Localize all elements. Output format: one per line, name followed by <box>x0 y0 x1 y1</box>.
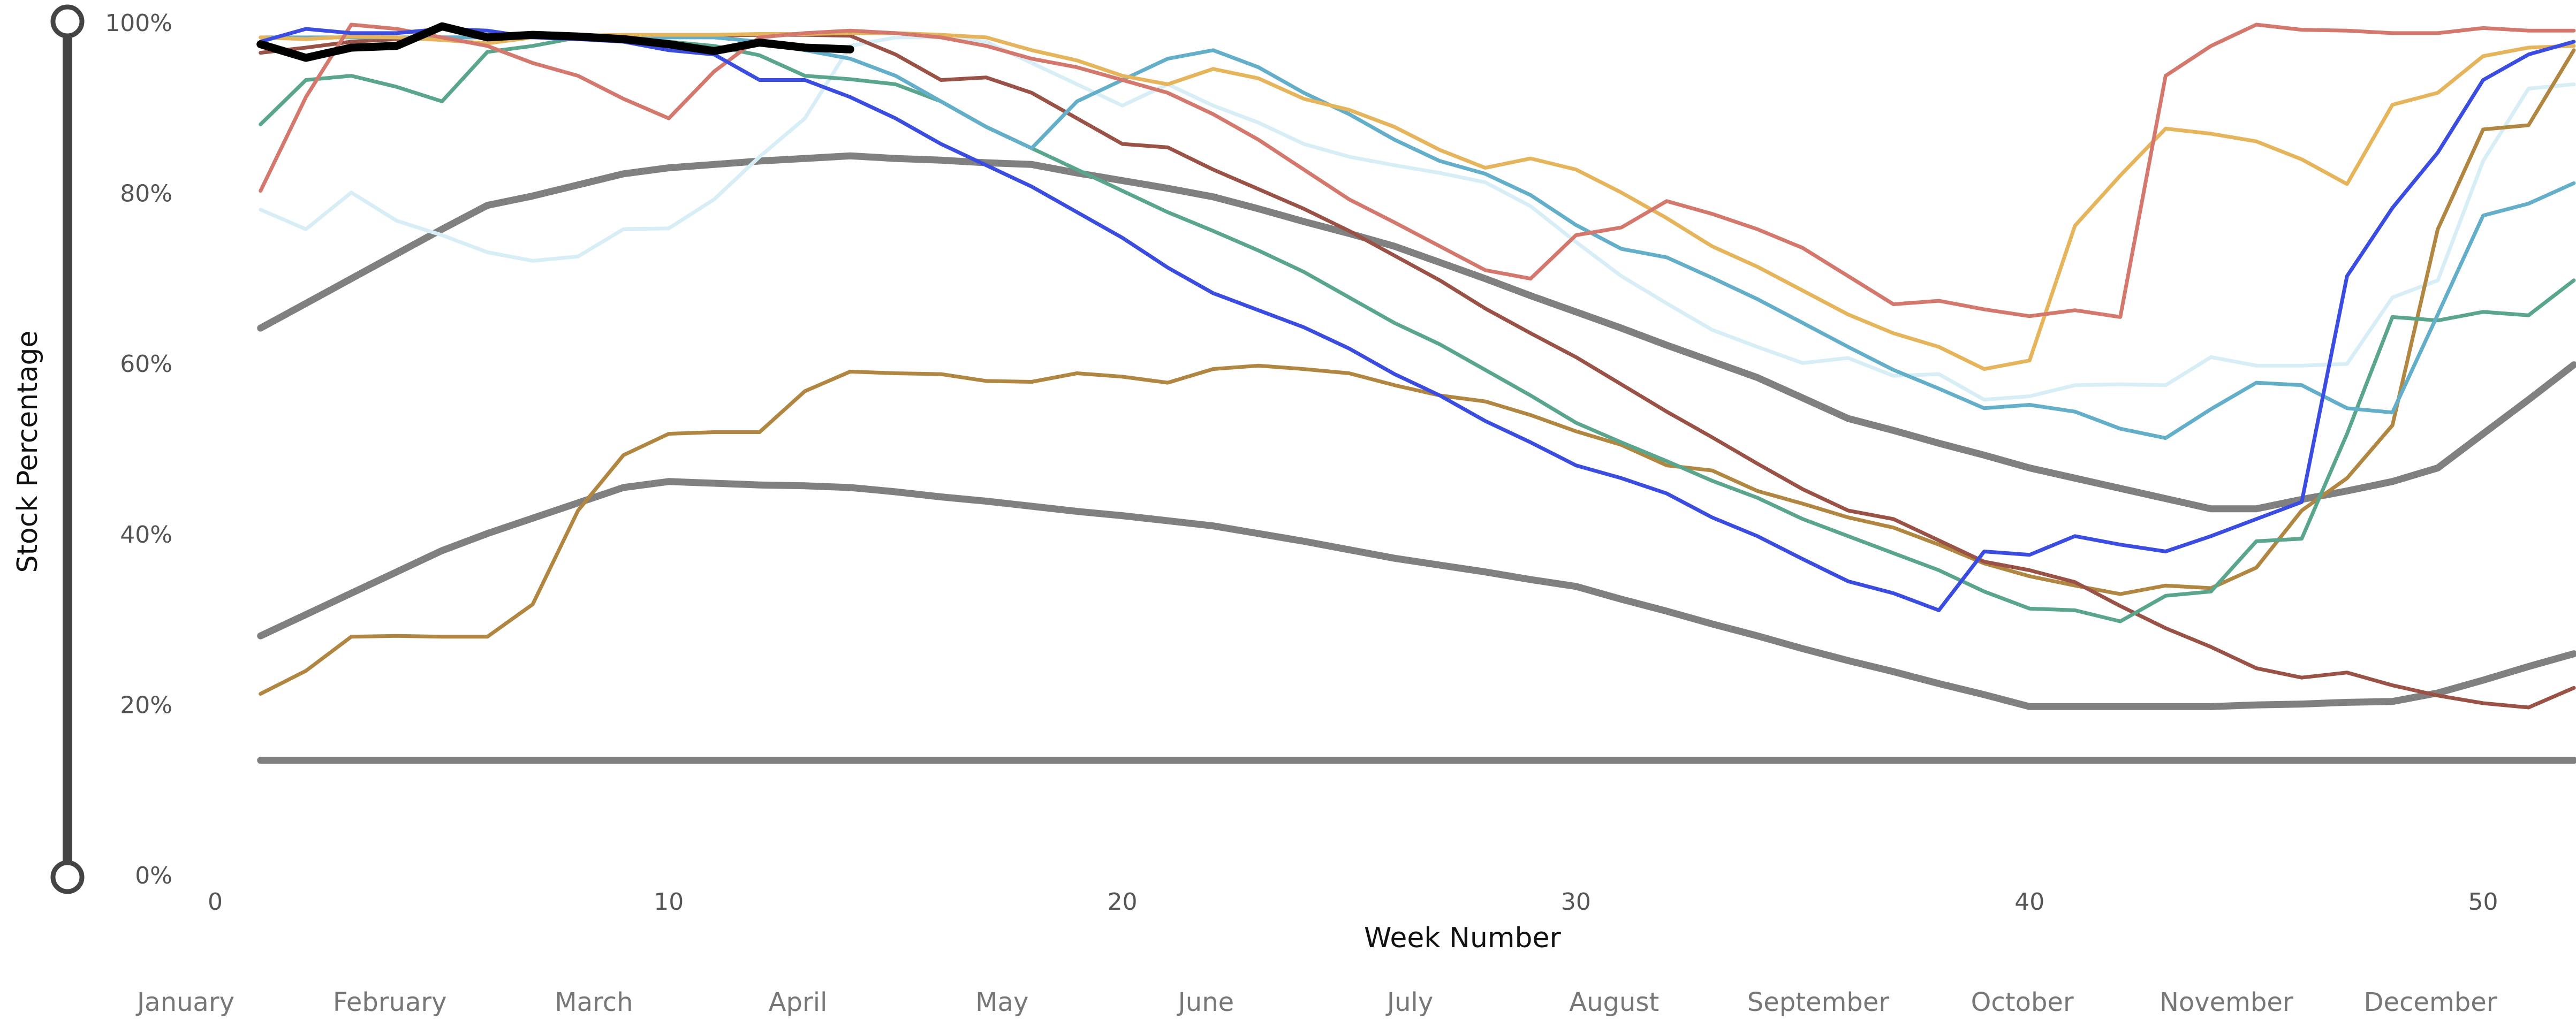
month-label: May <box>975 987 1028 1017</box>
month-label: November <box>2160 987 2293 1017</box>
slider-handle-top[interactable] <box>50 4 85 39</box>
month-label: April <box>769 987 828 1017</box>
x-tick-label: 10 <box>654 888 684 916</box>
month-label: August <box>1569 987 1659 1017</box>
y-tick-label: 80% <box>120 180 172 208</box>
series-line <box>259 35 2576 402</box>
month-label: June <box>1177 987 1234 1017</box>
y-tick-label: 100% <box>105 10 172 37</box>
series-line <box>259 31 2576 371</box>
month-label: February <box>333 987 447 1017</box>
x-tick-label: 30 <box>1561 888 1591 916</box>
slider-handle-bottom[interactable] <box>50 860 85 894</box>
x-axis-title: Week Number <box>1364 922 1562 954</box>
y-tick-label: 60% <box>120 351 172 378</box>
series-line <box>259 48 2576 696</box>
series-line <box>259 22 2576 319</box>
x-tick-label: 20 <box>1108 888 1138 916</box>
month-label: January <box>135 987 234 1017</box>
series-line <box>259 35 2576 440</box>
month-label: March <box>555 987 633 1017</box>
month-label: October <box>1971 987 2074 1017</box>
series-line <box>259 35 2576 623</box>
y-tick-label: 40% <box>120 521 172 549</box>
y-tick-label: 20% <box>120 691 172 719</box>
month-label: September <box>1747 987 1890 1017</box>
range-slider[interactable] <box>50 4 85 894</box>
month-label: December <box>2364 987 2497 1017</box>
series-line <box>256 22 854 62</box>
x-tick-label: 50 <box>2468 888 2498 916</box>
y-axis-title: Stock Percentage <box>12 331 44 573</box>
month-label: July <box>1385 987 1433 1017</box>
x-tick-label: 40 <box>2014 888 2044 916</box>
x-tick-label: 0 <box>208 888 223 916</box>
series-line <box>257 478 2576 710</box>
series-line <box>257 152 2576 513</box>
y-tick-label: 0% <box>135 862 172 889</box>
series-line <box>259 27 2576 612</box>
